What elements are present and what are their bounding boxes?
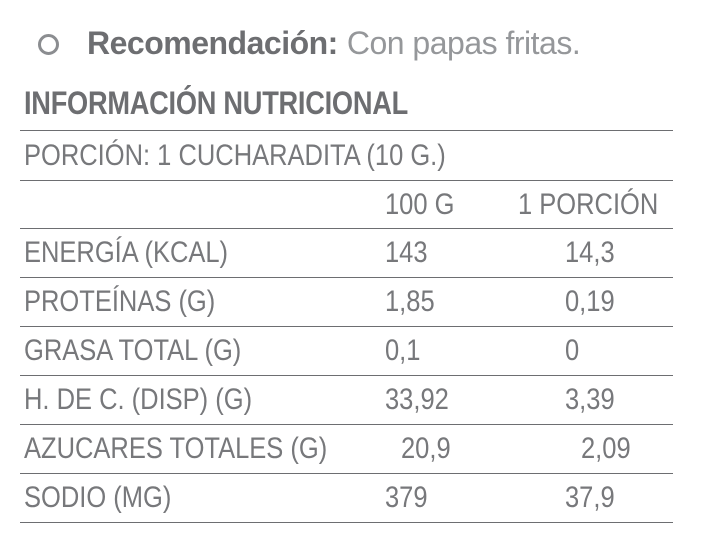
- row-portion-cell: 2,09: [514, 432, 673, 466]
- row-portion-cell: 0: [498, 334, 673, 368]
- row-per100-cell: 143: [365, 236, 498, 270]
- header-portion-label: 1 PORCIÓN: [518, 187, 659, 221]
- row-portion-value: 3,39: [565, 383, 615, 416]
- row-portion-cell: 14,3: [498, 236, 673, 270]
- row-per100-cell: 0,1: [365, 334, 498, 368]
- table-row-azucares: AZUCARES TOTALES (G) 20,9 2,09: [20, 425, 673, 474]
- recommendation-label: Recomendación:: [87, 25, 338, 61]
- section-title: INFORMACIÓN NUTRICIONAL: [24, 86, 476, 120]
- row-per100-cell: 33,92: [365, 383, 498, 417]
- row-portion-value: 0: [565, 334, 580, 367]
- table-header-row: 100 G 1 PORCIÓN: [20, 181, 673, 229]
- row-label-cell: ENERGÍA (KCAL): [20, 236, 365, 270]
- table-row-proteinas: PROTEÍNAS (G) 1,85 0,19: [20, 278, 673, 327]
- row-per100-value: 1,85: [385, 285, 435, 318]
- recommendation-line: Recomendación: Con papas fritas.: [87, 25, 581, 61]
- row-label: PROTEÍNAS (G): [24, 285, 216, 318]
- row-per100-value: 20,9: [400, 432, 451, 465]
- table-row-h-de-c: H. DE C. (DISP) (G) 33,92 3,39: [20, 376, 673, 425]
- nutrition-table: PORCIÓN: 1 CUCHARADITA (10 G.) 100 G 1 P…: [20, 130, 673, 523]
- portion-row: PORCIÓN: 1 CUCHARADITA (10 G.): [20, 131, 673, 181]
- header-per100-cell: 100 G: [365, 188, 498, 222]
- table-row-sodio: SODIO (MG) 379 37,9: [20, 474, 673, 523]
- row-label-cell: AZUCARES TOTALES (G): [20, 432, 381, 466]
- header-portion-cell: 1 PORCIÓN: [498, 188, 683, 222]
- header-per100-label: 100 G: [385, 187, 455, 221]
- row-label-cell: PROTEÍNAS (G): [20, 285, 365, 319]
- row-per100-cell: 1,85: [365, 285, 498, 319]
- portion-text: PORCIÓN: 1 CUCHARADITA (10 G.): [24, 138, 446, 172]
- row-portion-value: 14,3: [565, 236, 615, 269]
- row-per100-cell: 379: [365, 481, 498, 515]
- row-label-cell: GRASA TOTAL (G): [20, 334, 365, 368]
- table-row-energia: ENERGÍA (KCAL) 143 14,3: [20, 229, 673, 278]
- row-per100-value: 0,1: [385, 334, 421, 367]
- row-portion-value: 2,09: [580, 432, 631, 465]
- recommendation-text: Con papas fritas.: [346, 25, 581, 61]
- portion-text-cell: PORCIÓN: 1 CUCHARADITA (10 G.): [20, 139, 520, 173]
- row-label: AZUCARES TOTALES (G): [24, 432, 328, 465]
- row-per100-value: 143: [385, 236, 428, 269]
- row-portion-value: 37,9: [565, 481, 615, 514]
- row-label: ENERGÍA (KCAL): [24, 236, 229, 269]
- recommendation-item: Recomendación: Con papas fritas.: [38, 25, 581, 61]
- row-portion-cell: 37,9: [498, 481, 673, 515]
- row-per100-value: 379: [385, 481, 428, 514]
- row-label-cell: H. DE C. (DISP) (G): [20, 383, 365, 417]
- row-portion-value: 0,19: [565, 285, 615, 318]
- row-label: GRASA TOTAL (G): [24, 334, 242, 367]
- section-title-text: INFORMACIÓN NUTRICIONAL: [24, 85, 408, 121]
- row-label-cell: SODIO (MG): [20, 481, 365, 515]
- circle-bullet-icon: [38, 34, 59, 55]
- row-portion-cell: 0,19: [498, 285, 673, 319]
- table-row-grasa-total: GRASA TOTAL (G) 0,1 0: [20, 327, 673, 376]
- row-per100-value: 33,92: [385, 383, 449, 416]
- row-label: SODIO (MG): [24, 481, 172, 514]
- row-per100-cell: 20,9: [381, 432, 514, 466]
- row-portion-cell: 3,39: [498, 383, 673, 417]
- row-label: H. DE C. (DISP) (G): [24, 383, 253, 416]
